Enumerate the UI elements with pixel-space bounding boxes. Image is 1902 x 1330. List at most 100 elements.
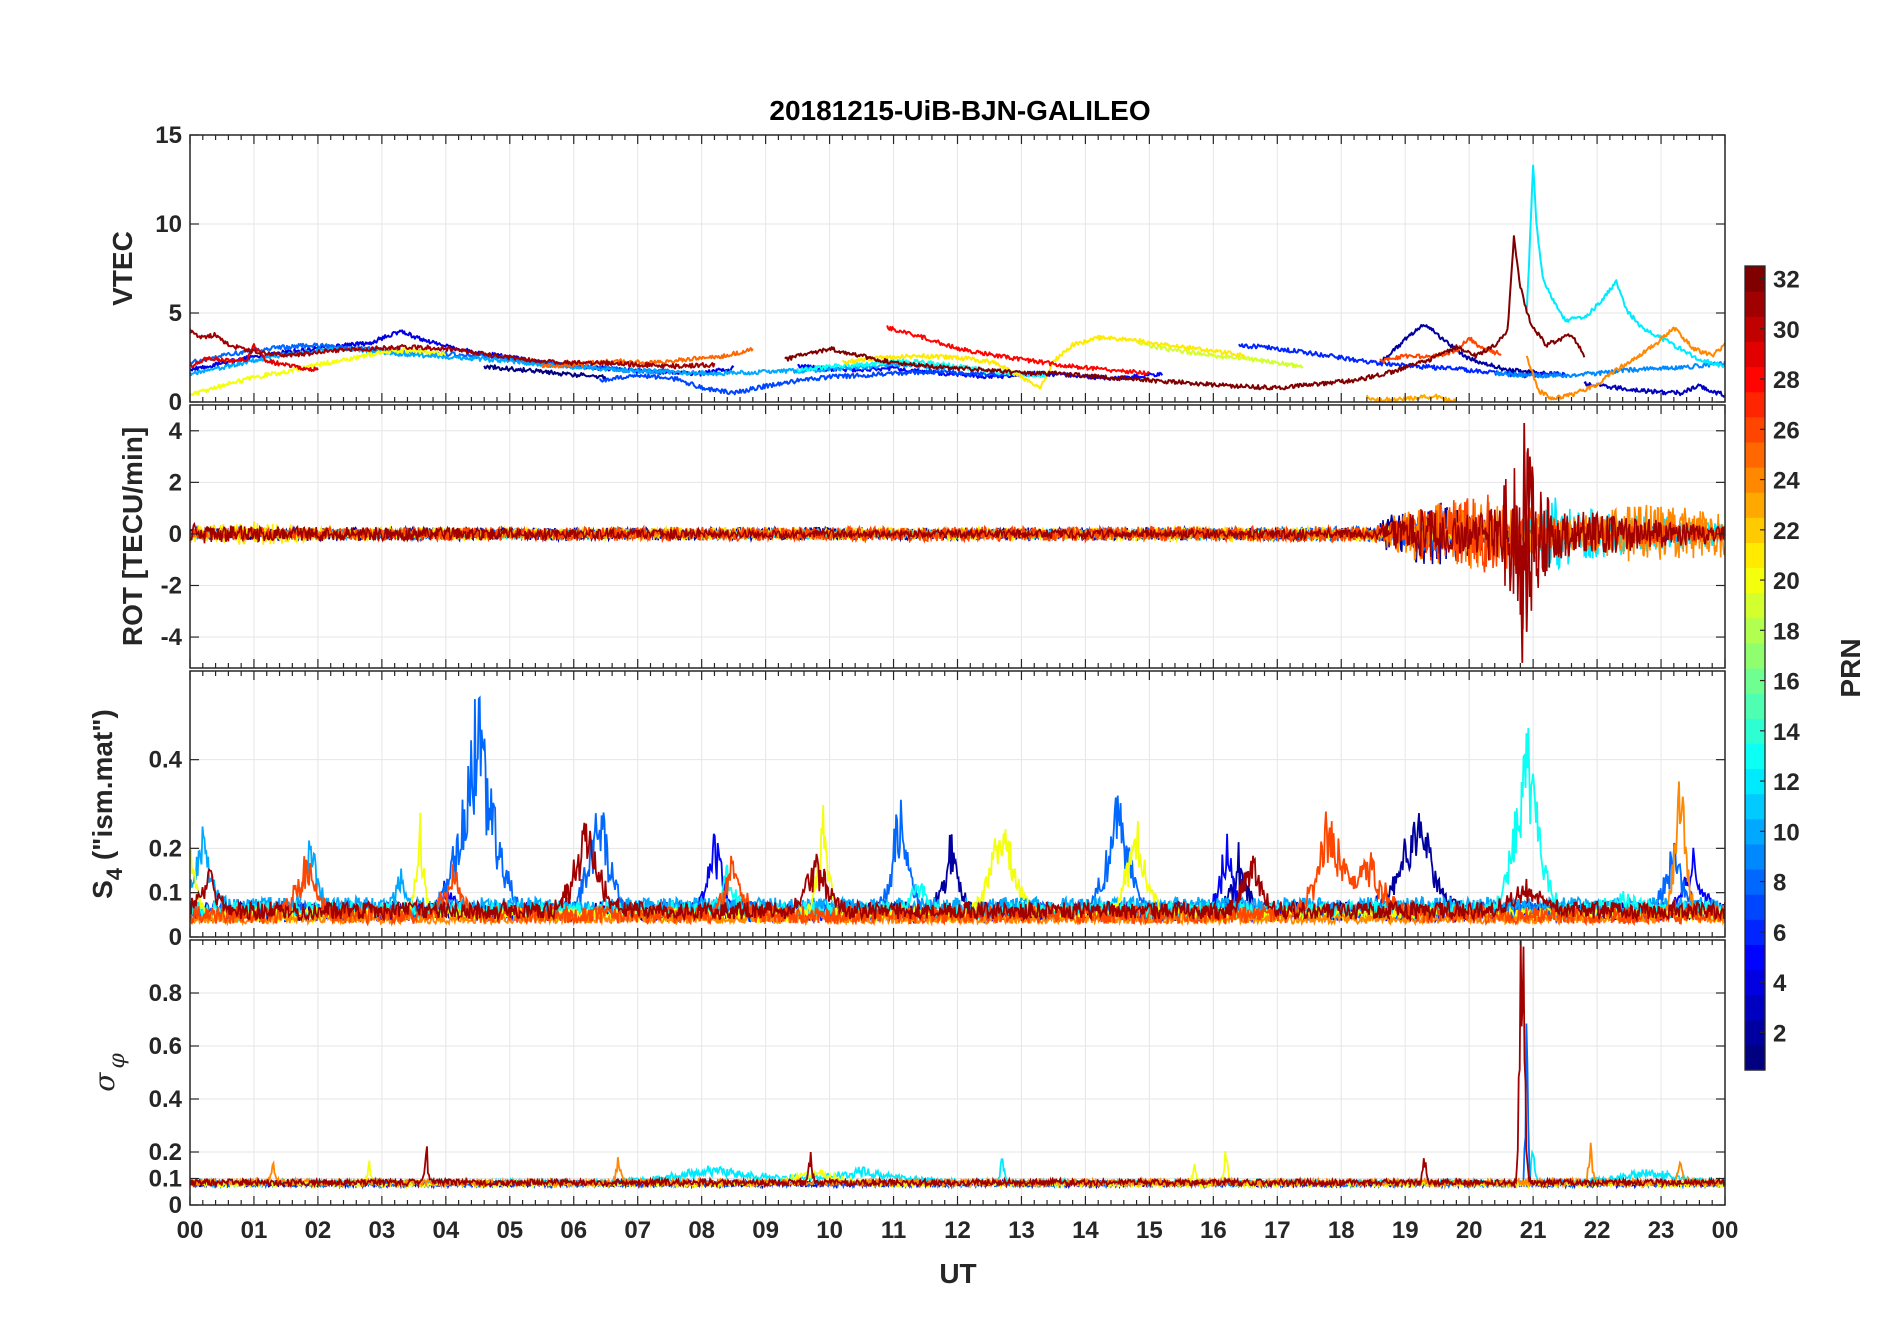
- vtec-series-prn-31: [190, 328, 716, 370]
- s4-plot-area: [190, 695, 1725, 927]
- vtec-y-tick-label: 0: [169, 389, 182, 416]
- colorbar-tick-label: 4: [1773, 970, 1787, 997]
- colorbar-segment: [1745, 266, 1765, 292]
- vtec-series-prn-21: [842, 334, 1247, 390]
- rot-y-tick-label: -2: [161, 572, 182, 599]
- x-tick-label: 12: [944, 1217, 971, 1244]
- panel-s4: 0 0.1 0.2 0.4 S4 ("ism.mat"): [87, 670, 1726, 951]
- colorbar-segment: [1745, 693, 1765, 719]
- vtec-plot-area: [190, 164, 1725, 402]
- x-tick-label: 19: [1392, 1217, 1419, 1244]
- colorbar-segment: [1745, 793, 1765, 820]
- sigma-y-axis-label: σφ: [88, 1053, 130, 1092]
- x-tick-label: 03: [369, 1217, 396, 1244]
- s4-y-label-main: S: [87, 880, 118, 899]
- colorbar-tick-label: 24: [1773, 468, 1800, 495]
- rot-y-axis-label: ROT [TECU/min]: [117, 427, 148, 646]
- vtec-y-tick-label: 15: [155, 122, 182, 149]
- rot-spike-prn-31: [1519, 423, 1534, 663]
- colorbar-segment: [1745, 416, 1765, 443]
- x-tick-label: 02: [305, 1217, 332, 1244]
- vtec-series-prn-24: [1525, 326, 1725, 401]
- colorbar-segment: [1745, 994, 1765, 1021]
- colorbar-tick-label: 32: [1773, 267, 1800, 294]
- x-tick-label: 00: [1712, 1217, 1739, 1244]
- x-tick-label: 16: [1200, 1217, 1227, 1244]
- sigma-y-tick-label: 0.8: [149, 980, 182, 1007]
- rot-y-tick-label: 2: [169, 469, 182, 496]
- rot-plot-area: [190, 423, 1725, 663]
- x-tick-label: 23: [1648, 1217, 1675, 1244]
- vtec-series-prn-2: [1379, 324, 1547, 376]
- colorbar-segment: [1745, 843, 1765, 870]
- colorbar-frame: [1744, 265, 1766, 1071]
- colorbar-segment: [1745, 642, 1765, 669]
- x-tick-label: 15: [1136, 1217, 1163, 1244]
- vtec-series-prn-7: [599, 368, 1010, 396]
- sigma-y-tick-label: 0.4: [149, 1086, 183, 1113]
- colorbar-tick-label: 28: [1773, 367, 1800, 394]
- vtec-series-prn-6: [1238, 343, 1566, 379]
- x-tick-label: 00: [177, 1217, 204, 1244]
- vtec-series-prn-3: [1583, 381, 1725, 398]
- x-tick-label: 08: [688, 1217, 715, 1244]
- rot-y-tick-label: 0: [169, 521, 182, 548]
- x-tick-label: 18: [1328, 1217, 1355, 1244]
- colorbar-segment: [1745, 818, 1765, 845]
- sigma-y-tick-label: 0.6: [149, 1033, 182, 1060]
- s4-y-tick-label: 0.4: [149, 747, 183, 774]
- sigma-y-tick-label: 0.1: [149, 1166, 182, 1193]
- colorbar-tick-label: 20: [1773, 568, 1800, 595]
- colorbar-tick-label: 10: [1773, 819, 1800, 846]
- colorbar-segment: [1745, 668, 1765, 694]
- rot-y-tick-label: -4: [161, 624, 183, 651]
- vtec-series-prn-32: [784, 235, 1586, 391]
- vtec-series-prn-23: [1365, 393, 1457, 402]
- sigma-plot-area: [190, 940, 1725, 1190]
- colorbar-segment: [1745, 391, 1765, 418]
- sigma-y-label-subscript: φ: [105, 1053, 130, 1069]
- colorbar-tick-label: 26: [1773, 417, 1800, 444]
- x-tick-label: 10: [816, 1217, 843, 1244]
- colorbar-tick-label: 30: [1773, 317, 1800, 344]
- sigma-y-tick-label: 0.2: [149, 1139, 182, 1166]
- s4-series-prn-31: [190, 822, 1725, 923]
- colorbar-segment: [1745, 341, 1765, 368]
- colorbar-segment: [1745, 467, 1765, 493]
- x-tick-label: 04: [432, 1217, 459, 1244]
- vtec-series-prn-29: [190, 343, 319, 373]
- x-axis-label: UT: [939, 1258, 976, 1289]
- colorbar-segment: [1745, 617, 1765, 644]
- vtec-series-prn-5: [797, 363, 1164, 381]
- colorbar-segment: [1745, 743, 1765, 770]
- colorbar-segment: [1745, 969, 1765, 996]
- colorbar-segment: [1745, 1044, 1765, 1071]
- s4-y-label-subscript: 4: [102, 867, 127, 880]
- x-tick-label: 01: [241, 1217, 268, 1244]
- colorbar-segment: [1745, 592, 1765, 619]
- vtec-series-prn-20: [190, 347, 446, 397]
- sigma-series-prn-31: [190, 940, 1725, 1190]
- s4-series-prn-26: [190, 811, 1725, 927]
- vtec-series-prn-13: [796, 358, 1048, 378]
- x-tick-label: 13: [1008, 1217, 1035, 1244]
- s4-y-label-suffix: ("ism.mat"): [87, 709, 118, 868]
- vtec-y-tick-label: 10: [155, 211, 182, 238]
- sigma-y-tick-label: 0: [169, 1192, 182, 1219]
- vtec-series-prn-19: [1136, 340, 1304, 369]
- colorbar-segment: [1745, 768, 1765, 795]
- s4-y-tick-label: 0.2: [149, 835, 182, 862]
- x-tick-label: 14: [1072, 1217, 1099, 1244]
- panel-sigma: 00.10.2 0.4 0.6 0.8 σφ: [88, 939, 1726, 1219]
- colorbar-segment: [1745, 492, 1765, 518]
- sigma-y-label-main: σ: [88, 1072, 121, 1092]
- vtec-y-axis-label: VTEC: [107, 231, 138, 306]
- colorbar-tick-label: 2: [1773, 1020, 1786, 1047]
- colorbar-tick-label: 22: [1773, 518, 1800, 545]
- colorbar-segment: [1745, 1019, 1765, 1046]
- colorbar-segment: [1745, 944, 1765, 971]
- colorbar-segment: [1745, 894, 1765, 920]
- s4-y-tick-label: 0: [169, 924, 182, 951]
